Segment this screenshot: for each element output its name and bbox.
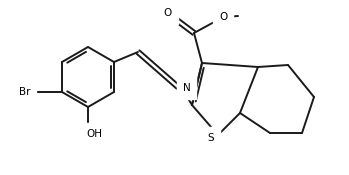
Text: O: O xyxy=(164,8,172,18)
Text: S: S xyxy=(208,133,214,143)
Text: N: N xyxy=(183,83,191,93)
Text: O: O xyxy=(219,12,227,22)
Text: OH: OH xyxy=(86,129,102,139)
Text: Br: Br xyxy=(19,87,31,97)
